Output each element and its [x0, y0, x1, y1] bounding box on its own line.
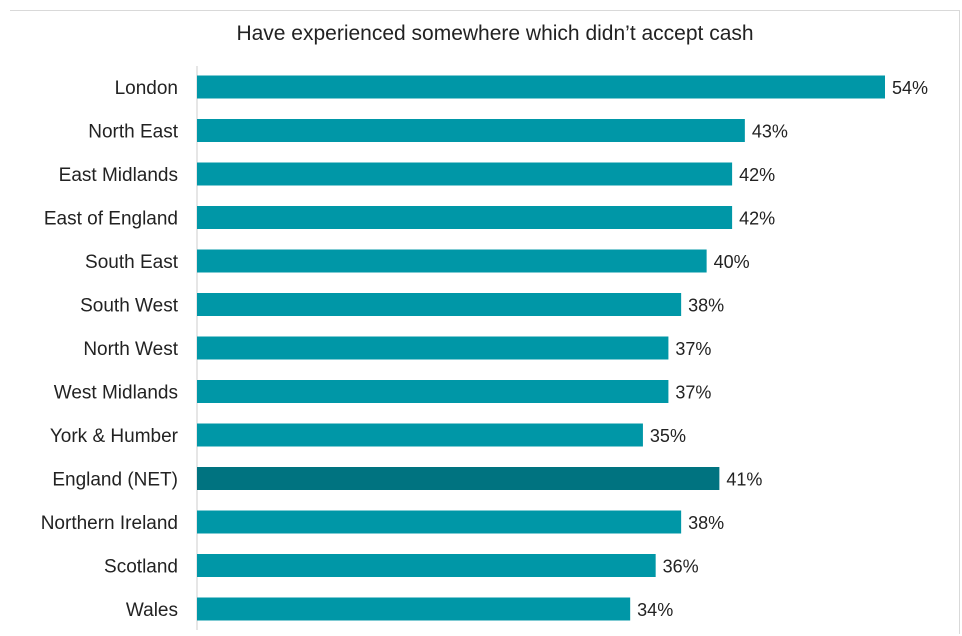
chart-title: Have experienced somewhere which didn’t … — [236, 22, 754, 45]
category-label: England (NET) — [52, 470, 178, 491]
bar — [197, 206, 733, 229]
category-label: East Midlands — [59, 165, 178, 186]
category-label: Wales — [126, 600, 178, 621]
value-label: 37% — [675, 383, 711, 403]
category-label: South East — [85, 252, 179, 273]
value-label: 43% — [752, 122, 788, 142]
value-label: 38% — [688, 513, 724, 533]
value-label: 36% — [663, 557, 699, 577]
bar — [197, 75, 885, 99]
category-label: West Midlands — [54, 383, 178, 404]
bar — [197, 467, 720, 490]
chart-frame — [10, 10, 960, 634]
category-label: North East — [88, 122, 178, 143]
category-label: Scotland — [104, 557, 178, 578]
bar — [197, 510, 682, 534]
bar — [197, 380, 669, 403]
value-label: 34% — [637, 600, 673, 620]
value-label: 37% — [675, 339, 711, 359]
bar — [197, 554, 656, 577]
value-label: 42% — [739, 209, 775, 229]
bar — [197, 249, 707, 273]
value-label: 38% — [688, 296, 724, 316]
value-label: 41% — [726, 470, 762, 490]
value-label: 54% — [892, 78, 928, 98]
category-label: London — [115, 78, 178, 99]
bar — [197, 162, 733, 186]
bar — [197, 423, 643, 447]
category-label: North West — [83, 339, 178, 360]
category-label: East of England — [44, 209, 178, 230]
category-label: Northern Ireland — [41, 513, 178, 534]
value-label: 42% — [739, 165, 775, 185]
category-label: South West — [80, 296, 179, 317]
bar — [197, 119, 745, 142]
category-label: York & Humber — [50, 426, 179, 447]
value-label: 40% — [714, 252, 750, 272]
bar — [197, 336, 669, 360]
value-label: 35% — [650, 426, 686, 446]
bar — [197, 597, 631, 621]
bar — [197, 293, 682, 316]
